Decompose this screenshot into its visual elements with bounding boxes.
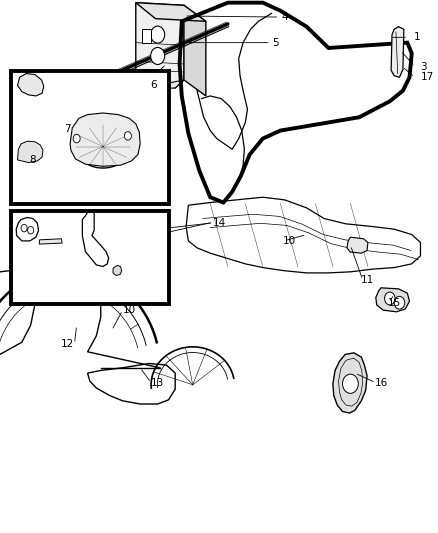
Polygon shape bbox=[113, 265, 122, 276]
Polygon shape bbox=[376, 288, 410, 312]
Text: 8: 8 bbox=[29, 155, 36, 165]
Text: 15: 15 bbox=[388, 298, 401, 308]
Text: 16: 16 bbox=[374, 378, 388, 387]
Circle shape bbox=[343, 374, 358, 393]
Bar bbox=[142, 29, 151, 43]
Text: 10: 10 bbox=[123, 305, 136, 315]
Text: 4: 4 bbox=[281, 12, 288, 22]
Text: 7: 7 bbox=[64, 124, 71, 134]
Polygon shape bbox=[70, 113, 140, 166]
Text: 12: 12 bbox=[61, 339, 74, 349]
Polygon shape bbox=[18, 74, 44, 96]
Polygon shape bbox=[333, 353, 367, 413]
Text: 5: 5 bbox=[272, 38, 279, 47]
Text: 3: 3 bbox=[420, 62, 427, 71]
Polygon shape bbox=[184, 5, 206, 96]
Text: 6: 6 bbox=[150, 80, 157, 90]
Circle shape bbox=[124, 132, 131, 140]
Polygon shape bbox=[347, 237, 368, 253]
Polygon shape bbox=[136, 77, 184, 90]
Circle shape bbox=[151, 47, 165, 64]
Polygon shape bbox=[391, 27, 404, 77]
Circle shape bbox=[73, 134, 80, 143]
Text: 11: 11 bbox=[361, 275, 374, 285]
Text: 10: 10 bbox=[283, 236, 296, 246]
Text: 1: 1 bbox=[414, 33, 420, 42]
Polygon shape bbox=[136, 3, 206, 21]
Circle shape bbox=[385, 292, 395, 305]
Text: 13: 13 bbox=[151, 378, 164, 387]
Polygon shape bbox=[18, 141, 43, 163]
Polygon shape bbox=[39, 239, 62, 244]
Text: 14: 14 bbox=[212, 218, 226, 228]
Circle shape bbox=[394, 296, 405, 309]
Bar bbox=[11, 71, 169, 204]
Circle shape bbox=[151, 26, 165, 43]
Polygon shape bbox=[136, 3, 184, 88]
Text: 17: 17 bbox=[420, 72, 434, 82]
Bar bbox=[11, 211, 169, 304]
